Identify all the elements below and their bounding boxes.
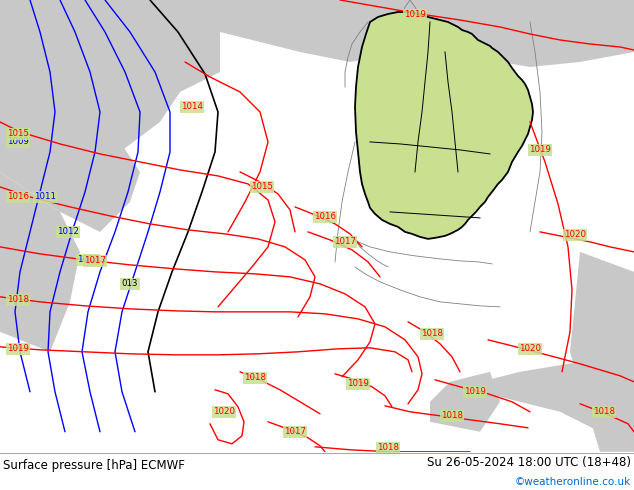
- Text: 1017: 1017: [334, 237, 356, 246]
- Text: 1012: 1012: [57, 227, 79, 236]
- Polygon shape: [430, 372, 500, 432]
- Text: 1019: 1019: [529, 146, 551, 154]
- Text: 1018: 1018: [7, 295, 29, 304]
- Text: 013: 013: [122, 279, 138, 288]
- Polygon shape: [480, 362, 634, 452]
- Text: 1018: 1018: [593, 407, 615, 416]
- Polygon shape: [570, 252, 634, 452]
- Text: 1018: 1018: [244, 373, 266, 382]
- Text: 1018: 1018: [377, 443, 399, 452]
- Text: ©weatheronline.co.uk: ©weatheronline.co.uk: [515, 477, 631, 487]
- Text: 1009: 1009: [7, 137, 29, 147]
- Text: 1016: 1016: [7, 193, 29, 201]
- Text: 1020: 1020: [519, 344, 541, 353]
- Polygon shape: [0, 0, 634, 62]
- Text: 1017: 1017: [284, 427, 306, 436]
- Polygon shape: [0, 0, 220, 152]
- Text: 1019: 1019: [7, 344, 29, 353]
- Text: 1020: 1020: [213, 407, 235, 416]
- Text: Surface pressure [hPa] ECMWF: Surface pressure [hPa] ECMWF: [3, 459, 185, 472]
- Text: 1013: 1013: [77, 255, 99, 265]
- Text: 1019: 1019: [404, 10, 426, 20]
- Text: 1018: 1018: [441, 411, 463, 420]
- Polygon shape: [355, 12, 533, 239]
- Polygon shape: [0, 172, 80, 352]
- Polygon shape: [420, 0, 634, 67]
- Text: 1018: 1018: [421, 329, 443, 338]
- Text: 1019: 1019: [347, 379, 369, 388]
- Text: Su 26-05-2024 18:00 UTC (18+48): Su 26-05-2024 18:00 UTC (18+48): [427, 456, 631, 469]
- Text: 1019: 1019: [464, 387, 486, 396]
- Text: 1017: 1017: [84, 256, 106, 266]
- Text: 1014: 1014: [181, 102, 203, 111]
- Text: 1016: 1016: [314, 212, 336, 221]
- Polygon shape: [0, 92, 140, 232]
- Text: 1015: 1015: [7, 129, 29, 139]
- Text: 1011: 1011: [34, 193, 56, 201]
- Text: 1015: 1015: [251, 182, 273, 192]
- Text: 1020: 1020: [564, 230, 586, 240]
